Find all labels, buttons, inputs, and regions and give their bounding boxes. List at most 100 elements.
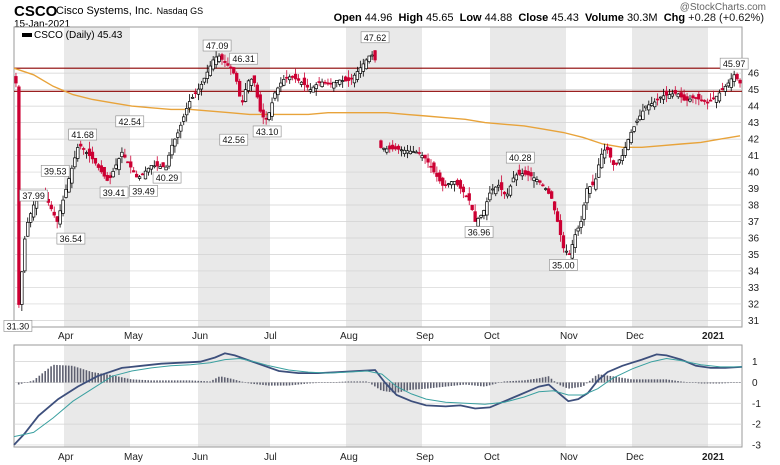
open-value: 44.96 — [364, 12, 393, 24]
histogram-bar — [312, 382, 314, 384]
low-label: Low — [459, 12, 482, 24]
candle-body — [732, 74, 736, 82]
price-x-axis: Apr May Jun Jul Aug Sep Oct Nov Dec 2021 — [58, 331, 725, 342]
price-annotation-label: 39.53 — [44, 166, 67, 176]
histogram-bar — [218, 376, 220, 383]
histogram-bar — [85, 370, 88, 383]
histogram-bar — [647, 379, 650, 383]
candle-body — [320, 81, 324, 87]
histogram-bar — [562, 382, 565, 387]
candle-body — [729, 78, 733, 88]
candle-body — [23, 238, 27, 272]
candle-body — [158, 166, 162, 169]
candle-body — [84, 152, 89, 154]
candle-body — [102, 166, 106, 177]
histogram-bar — [188, 380, 191, 383]
candle-body — [187, 101, 192, 109]
candle-body — [52, 211, 56, 216]
candle-body — [388, 145, 392, 150]
candle-body — [688, 98, 692, 102]
candle-body — [435, 172, 439, 177]
candle-body — [34, 200, 39, 209]
candle-body — [108, 175, 112, 179]
histogram-bar — [194, 380, 197, 383]
histogram-bar — [438, 382, 441, 388]
histogram-bar — [82, 369, 85, 383]
histogram-bar — [179, 380, 182, 383]
candle-body — [240, 100, 245, 103]
histogram-bar — [271, 382, 273, 386]
histogram-bar — [533, 379, 535, 383]
histogram-bar — [23, 382, 26, 383]
candle-body — [167, 154, 171, 167]
candle-body — [99, 165, 103, 173]
candle-body — [226, 63, 230, 66]
candle-body — [258, 94, 262, 112]
price-annotation-label: 39.41 — [103, 188, 126, 198]
candle-body — [735, 74, 739, 80]
histogram-bar — [226, 377, 229, 383]
histogram-bar — [497, 382, 500, 383]
candle-body — [703, 100, 707, 102]
histogram-bar — [568, 382, 570, 389]
candle-body — [558, 220, 563, 236]
histogram-bar — [332, 382, 335, 383]
candle-body — [223, 60, 227, 63]
histogram-bar — [221, 376, 223, 383]
histogram-bar — [50, 366, 52, 383]
candle-body — [14, 76, 18, 84]
candle-body — [87, 148, 92, 157]
histogram-bar — [509, 381, 512, 383]
chg-label: Chg — [663, 12, 686, 24]
candle-body — [685, 96, 689, 101]
price-month-band — [64, 27, 130, 327]
macd-x-tick: Nov — [560, 452, 578, 463]
candle-body — [249, 78, 254, 86]
histogram-bar — [374, 382, 376, 387]
candle-body — [193, 92, 198, 95]
price-annotation-label: 36.96 — [468, 228, 491, 238]
histogram-bar — [235, 380, 238, 383]
histogram-bar — [138, 379, 141, 383]
histogram-bar — [20, 382, 23, 384]
price-annotation-label: 40.29 — [156, 173, 179, 183]
candle-body — [288, 76, 292, 81]
price-annotation-box — [505, 151, 535, 164]
histogram-bar — [159, 380, 161, 383]
resistance-lines — [14, 67, 742, 92]
candle-body — [714, 95, 719, 103]
price-x-tick: Dec — [626, 331, 644, 342]
histogram-bar — [500, 382, 503, 383]
histogram-bar — [38, 375, 41, 383]
histogram-bar — [141, 379, 144, 383]
candle-body — [653, 101, 657, 108]
histogram-bar — [641, 379, 644, 383]
price-y-tick: 45 — [748, 85, 760, 96]
candle-body — [161, 162, 165, 168]
candle-body — [246, 80, 251, 91]
candle-body — [364, 59, 368, 70]
candle-body — [697, 93, 701, 100]
histogram-bar — [541, 377, 544, 383]
histogram-bar — [680, 381, 682, 383]
candle-body — [711, 97, 716, 100]
histogram-bar — [594, 375, 597, 383]
candle-body — [676, 93, 680, 98]
candle-body — [626, 139, 630, 150]
candle-body — [726, 82, 730, 87]
macd-y-tick: 0 — [752, 378, 758, 389]
candle-body — [29, 213, 33, 223]
histogram-bar — [100, 373, 102, 383]
candle-body — [547, 188, 551, 194]
histogram-bar — [32, 380, 35, 383]
histogram-bar — [503, 381, 506, 383]
volume-label: Volume — [585, 12, 624, 24]
candle-body — [149, 165, 154, 170]
candle-body — [632, 126, 636, 132]
candle-body — [552, 201, 557, 211]
candle-body — [499, 182, 504, 190]
histogram-bar — [262, 382, 264, 385]
volume-value: 30.3M — [627, 12, 658, 24]
histogram-bar — [147, 380, 150, 383]
candle-body — [317, 81, 321, 83]
